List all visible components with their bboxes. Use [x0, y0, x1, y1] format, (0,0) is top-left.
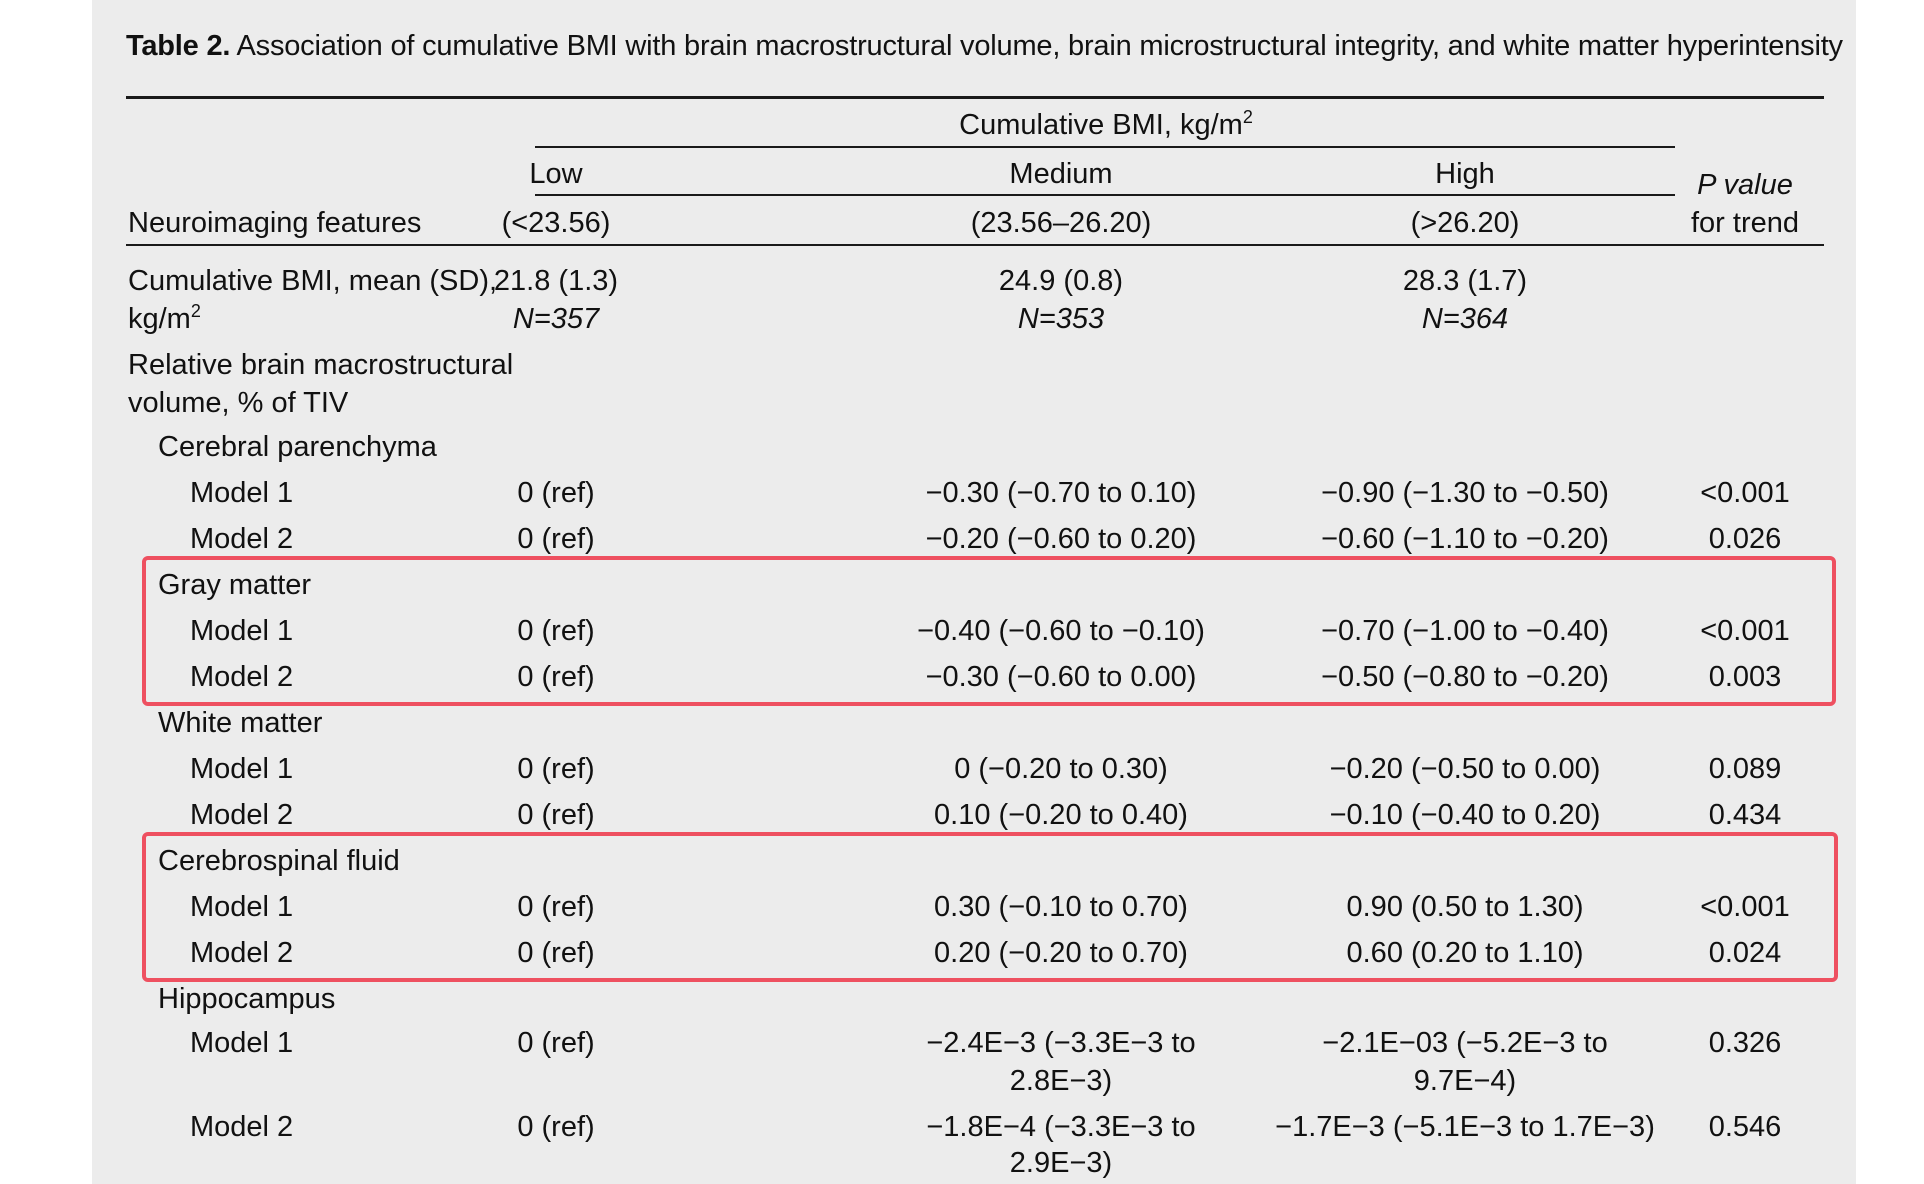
- table-title-text: Association of cumulative BMI with brain…: [236, 30, 1844, 62]
- cell-low: 0 (ref): [517, 1027, 595, 1059]
- cell-low: 0 (ref): [517, 937, 595, 969]
- cell-low: 0 (ref): [517, 661, 595, 693]
- bmi-medium-mean: 24.9 (0.8): [998, 265, 1124, 297]
- bmi-high-n: N=364: [1421, 303, 1509, 335]
- cell-low: 0 (ref): [517, 477, 595, 509]
- model-label: Model 1: [190, 891, 294, 923]
- cell-pvalue: 0.026: [1708, 523, 1782, 555]
- cell-low: 0 (ref): [517, 891, 595, 923]
- top-rule: [126, 96, 1824, 99]
- bmi-medium-n: N=353: [1017, 303, 1105, 335]
- column-header-low: Low: [529, 158, 583, 190]
- cell-pvalue: <0.001: [1700, 891, 1790, 923]
- cell-high: −0.20 (−0.50 to 0.00): [1329, 753, 1601, 785]
- group-label-gray: Gray matter: [158, 569, 312, 601]
- group-header: Cumulative BMI, kg/m2: [959, 107, 1253, 141]
- bmi-low-n: N=357: [512, 303, 600, 335]
- cell-low: 0 (ref): [517, 1111, 595, 1143]
- cell-pvalue: 0.003: [1708, 661, 1782, 693]
- cell-medium: −0.30 (−0.60 to 0.00): [925, 661, 1197, 693]
- cell-pvalue: 0.434: [1708, 799, 1782, 831]
- cell-medium-line2: 2.9E−3): [1009, 1147, 1113, 1179]
- cell-medium: 0.20 (−0.20 to 0.70): [934, 937, 1188, 969]
- highlight-box-cerebrospinal-fluid: [142, 832, 1838, 982]
- cell-high: −0.70 (−1.00 to −0.40): [1321, 615, 1609, 647]
- column-header-high: High: [1435, 158, 1495, 190]
- group-rule: [535, 146, 1675, 148]
- model-label: Model 2: [190, 937, 294, 969]
- model-label: Model 2: [190, 1111, 294, 1143]
- cell-medium-line1: −2.4E−3 (−3.3E−3 to: [926, 1027, 1196, 1059]
- group-label-csf: Cerebrospinal fluid: [158, 845, 400, 877]
- cell-high: 0.60 (0.20 to 1.10): [1346, 937, 1584, 969]
- column-range-medium: (23.56–26.20): [970, 207, 1152, 239]
- cell-low: 0 (ref): [517, 615, 595, 647]
- model-label: Model 2: [190, 661, 294, 693]
- cell-medium: 0.30 (−0.10 to 0.70): [934, 891, 1188, 923]
- table-title: Table 2. Association of cumulative BMI w…: [126, 30, 1843, 63]
- cell-pvalue: <0.001: [1700, 615, 1790, 647]
- cell-high: −0.10 (−0.40 to 0.20): [1329, 799, 1601, 831]
- cell-high-line1: −2.1E−03 (−5.2E−3 to: [1322, 1027, 1608, 1059]
- bmi-row-label-line2: kg/m2: [128, 301, 201, 335]
- bmi-high-mean: 28.3 (1.7): [1402, 265, 1528, 297]
- cell-low: 0 (ref): [517, 799, 595, 831]
- model-label: Model 1: [190, 753, 294, 785]
- cell-low: 0 (ref): [517, 753, 595, 785]
- cell-pvalue: 0.326: [1708, 1027, 1782, 1059]
- cell-high: −0.50 (−0.80 to −0.20): [1321, 661, 1609, 693]
- cell-high: −1.7E−3 (−5.1E−3 to 1.7E−3): [1275, 1111, 1655, 1143]
- model-label: Model 1: [190, 615, 294, 647]
- model-label: Model 1: [190, 477, 294, 509]
- group-label-hippocampus: Hippocampus: [158, 983, 336, 1015]
- pvalue-header-line2: for trend: [1691, 207, 1799, 239]
- cell-high: −0.60 (−1.10 to −0.20): [1321, 523, 1609, 555]
- cell-pvalue: 0.024: [1708, 937, 1782, 969]
- cell-medium: −0.30 (−0.70 to 0.10): [925, 477, 1197, 509]
- model-label: Model 2: [190, 523, 294, 555]
- cell-medium-line1: −1.8E−4 (−3.3E−3 to: [926, 1111, 1196, 1143]
- section-label-line1: Relative brain macrostructural: [128, 349, 514, 381]
- highlight-box-gray-matter: [142, 556, 1836, 706]
- table-title-label: Table 2.: [126, 30, 231, 62]
- column-range-low: (<23.56): [501, 207, 611, 239]
- cell-high: 0.90 (0.50 to 1.30): [1346, 891, 1584, 923]
- bmi-row-label-line1: Cumulative BMI, mean (SD),: [128, 265, 498, 297]
- cell-pvalue: <0.001: [1700, 477, 1790, 509]
- cell-high: −0.90 (−1.30 to −0.50): [1321, 477, 1609, 509]
- cell-medium-line2: 2.8E−3): [1009, 1065, 1113, 1097]
- group-label-cerebral: Cerebral parenchyma: [158, 431, 437, 463]
- model-label: Model 1: [190, 1027, 294, 1059]
- group-label-white: White matter: [158, 707, 323, 739]
- cell-medium: −0.20 (−0.60 to 0.20): [925, 523, 1197, 555]
- cell-high-line2: 9.7E−4): [1413, 1065, 1517, 1097]
- header-bottom-rule: [126, 244, 1824, 246]
- table-panel: [92, 0, 1856, 1184]
- section-label-line2: volume, % of TIV: [128, 387, 349, 419]
- pvalue-header-line1: P value: [1697, 169, 1793, 201]
- cell-medium: 0 (−0.20 to 0.30): [954, 753, 1168, 785]
- model-label: Model 2: [190, 799, 294, 831]
- cell-medium: −0.40 (−0.60 to −0.10): [917, 615, 1205, 647]
- column-header-medium: Medium: [1009, 158, 1113, 190]
- cell-pvalue: 0.089: [1708, 753, 1782, 785]
- cell-pvalue: 0.546: [1708, 1111, 1782, 1143]
- bmi-low-mean: 21.8 (1.3): [493, 265, 619, 297]
- column-range-high: (>26.20): [1410, 207, 1520, 239]
- cell-low: 0 (ref): [517, 523, 595, 555]
- row-header: Neuroimaging features: [128, 207, 422, 239]
- cell-medium: 0.10 (−0.20 to 0.40): [934, 799, 1188, 831]
- column-rule: [535, 194, 1675, 196]
